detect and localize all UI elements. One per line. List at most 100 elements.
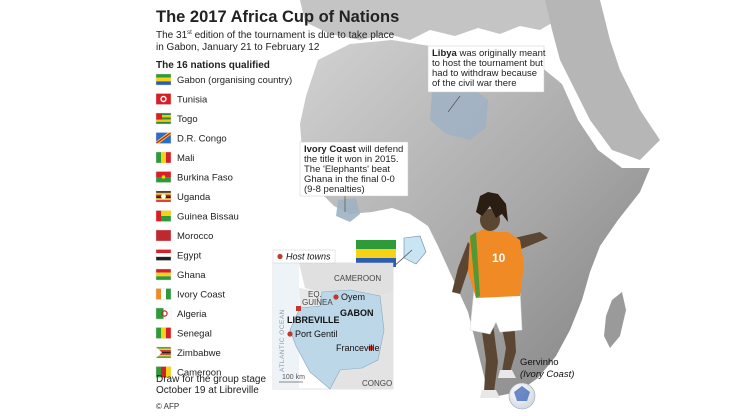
player-shorts: [469, 289, 523, 335]
ivory-note-box: [299, 141, 409, 197]
flag-icon: [155, 288, 172, 300]
nation-row: Morocco: [155, 229, 213, 242]
africa-map: [300, 0, 660, 396]
header: The 2017 Africa Cup of Nations The 31st …: [156, 8, 399, 71]
flag-icon: [155, 229, 172, 242]
city-label-port-gentil: Port Gentil: [295, 329, 338, 339]
draw-note: Draw for the group stage October 19 at L…: [156, 374, 266, 396]
africa-landmass: [300, 40, 650, 396]
nation-row: Cameroon: [155, 366, 221, 379]
flag-icon: [155, 210, 172, 222]
draw-note-line-1: Draw for the group stage: [156, 374, 266, 385]
middle-east-landmass: [545, 0, 660, 160]
subtitle-line-1: The 31st edition of the tournament is du…: [156, 30, 395, 41]
nation-row: Burkina Faso: [155, 171, 233, 184]
libya-note-box: [427, 45, 545, 93]
nation-name: Egypt: [177, 251, 202, 262]
nations-list: Gabon (organising country) Tunisia Togo D.R…: [155, 73, 292, 379]
flag-icon: [155, 93, 172, 105]
city-dot-oyem: [333, 294, 339, 300]
nation-row: D.R. Congo: [155, 132, 227, 145]
flag-icon: [155, 151, 172, 164]
flag-icon: [155, 73, 172, 86]
nation-name: Cameroon: [177, 368, 221, 379]
flag-icon: [155, 327, 172, 339]
player-photo: 10: [452, 192, 548, 410]
flag-icon: [155, 132, 172, 144]
nation-row: Ivory Coast: [155, 288, 225, 301]
city-dot-franceville: [368, 345, 374, 351]
ivory-note-line-2: the title it won in 2015.: [304, 154, 399, 165]
subtitle-line-2: in Gabon, January 21 to February 12: [156, 42, 320, 53]
draw-note-line-2: October 19 at Libreville: [156, 385, 259, 396]
host-towns-legend-label: Host towns: [286, 252, 331, 262]
nation-row: Gabon (organising country): [155, 73, 292, 86]
nation-row: Togo: [155, 112, 198, 125]
city-label-libreville: LIBREVILLE: [287, 315, 340, 325]
libya-note-line-3: had to withdraw because: [432, 68, 537, 79]
nation-name: Guinea Bissau: [177, 212, 239, 223]
player-shirt: [468, 228, 524, 298]
player-number: 10: [492, 251, 506, 265]
scale-label: 100 km: [282, 374, 305, 381]
player-team: (Ivory Coast): [520, 369, 574, 380]
inset-label-eq-guinea-2: GUINEA: [302, 298, 333, 307]
inset-label-gabon: GABON: [340, 308, 374, 318]
player-name: Gervinho: [520, 357, 559, 368]
player-hair: [476, 192, 508, 222]
libya-note-line-2: to host the tournament but: [432, 58, 543, 69]
nation-row: Senegal: [155, 327, 212, 340]
nation-name: Togo: [177, 114, 198, 125]
nation-name: Ghana: [177, 270, 206, 281]
gabon-inset-map: Host towns CAMEROON EQ. GUINEA GABON CON…: [272, 249, 394, 390]
nation-name: Ivory Coast: [177, 290, 225, 301]
afp-credit: © AFP: [156, 402, 179, 411]
nation-name: D.R. Congo: [177, 134, 227, 145]
flag-icon: [155, 268, 172, 281]
flag-icon: [155, 190, 172, 203]
player-boot-right: [498, 370, 516, 378]
inset-label-ocean: ATLANTIC OCEAN: [279, 309, 286, 372]
nation-row: Uganda: [155, 190, 211, 203]
nation-name: Mali: [177, 153, 194, 164]
nation-row: Zimbabwe: [155, 346, 221, 359]
inset-cameroon: [299, 263, 393, 296]
nation-row: Algeria: [155, 307, 207, 320]
gabon-flag-large: [356, 240, 396, 267]
nation-name: Tunisia: [177, 95, 208, 106]
city-dot-port-gentil: [287, 331, 293, 337]
inset-label-cameroon: CAMEROON: [334, 274, 381, 283]
nation-name: Morocco: [177, 231, 213, 242]
city-label-franceville: Franceville: [336, 343, 380, 353]
flag-icon: [155, 112, 172, 125]
player-leg-left: [480, 316, 498, 392]
madagascar: [604, 292, 626, 348]
ivory-note-line-4: Ghana in the final 0-0: [304, 174, 395, 185]
page-title: The 2017 Africa Cup of Nations: [156, 8, 399, 26]
inset-eq-guinea: [299, 288, 322, 308]
nation-name: Uganda: [177, 192, 211, 203]
city-label-oyem: Oyem: [341, 292, 365, 302]
nation-name: Gabon (organising country): [177, 75, 292, 86]
ivory-note-line-3: The 'Elephants' beat: [304, 164, 390, 175]
flag-icon: [155, 171, 172, 183]
libya-note: Libya was originally meant to host the t…: [427, 45, 546, 93]
nation-row: Tunisia: [155, 93, 208, 106]
ivory-note-line-1: Ivory Coast will defend: [304, 144, 403, 155]
nation-name: Burkina Faso: [177, 173, 233, 184]
europe-landmass: [300, 0, 560, 40]
flag-icon: [155, 249, 172, 261]
legend-dot: [277, 253, 283, 260]
flag-icon: [155, 366, 172, 378]
host-towns-legend: [272, 249, 336, 264]
flag-icon: [155, 307, 172, 320]
flag-icon: [155, 346, 172, 359]
ivory-note-line-5: (9-8 penalties): [304, 184, 365, 195]
nations-heading: The 16 nations qualified: [156, 60, 270, 71]
player-boot-left: [480, 390, 500, 398]
gabon-region: [403, 235, 427, 265]
libya-note-line-4: of the civil war there: [432, 78, 516, 89]
nation-name: Senegal: [177, 329, 212, 340]
